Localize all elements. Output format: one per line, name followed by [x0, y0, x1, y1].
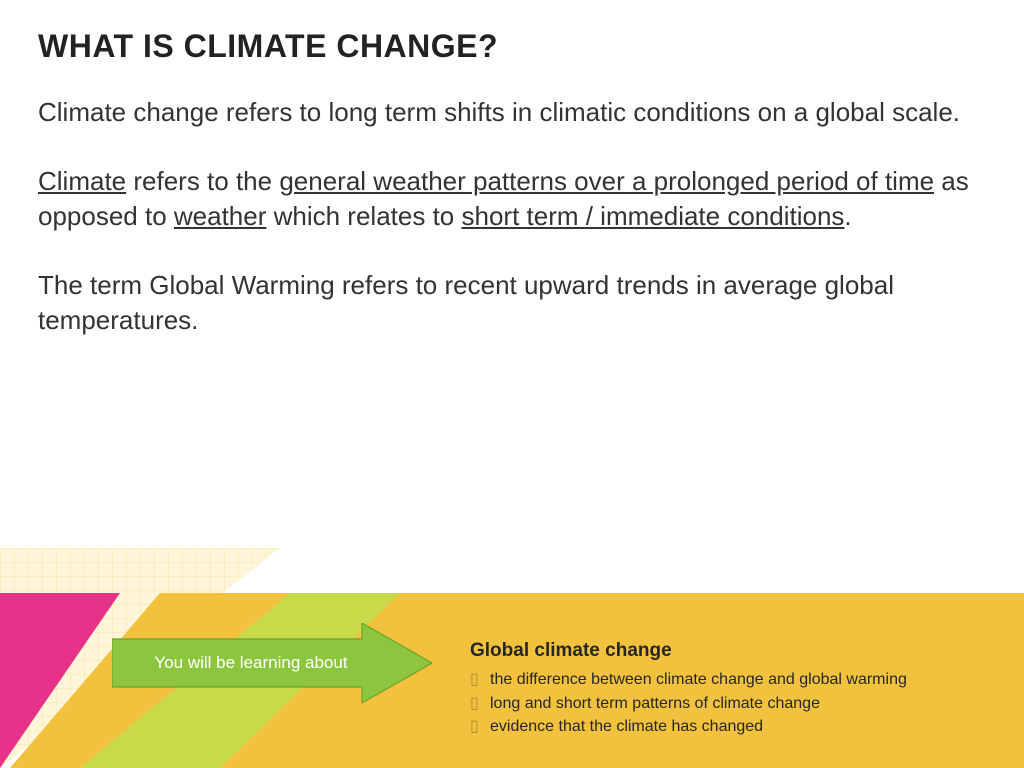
- p2-c: general weather patterns over a prolonge…: [279, 166, 934, 196]
- learning-bullet: ▯ the difference between climate change …: [470, 668, 980, 691]
- slide: WHAT IS CLIMATE CHANGE? Climate change r…: [0, 0, 1024, 768]
- bullet-icon: ▯: [470, 692, 484, 715]
- p2-b: refers to the: [126, 166, 279, 196]
- bullet-text: the difference between climate change an…: [490, 668, 907, 691]
- learning-arrow: You will be learning about: [112, 623, 432, 703]
- p2-f: which relates to: [266, 201, 461, 231]
- body-text: Climate change refers to long term shift…: [38, 95, 984, 338]
- bullet-text: long and short term patterns of climate …: [490, 692, 820, 715]
- p2-g: short term / immediate conditions: [461, 201, 844, 231]
- learning-objectives: Global climate change ▯ the difference b…: [470, 640, 980, 738]
- p2-e: weather: [174, 201, 267, 231]
- bullet-icon: ▯: [470, 668, 484, 691]
- bullet-icon: ▯: [470, 715, 484, 738]
- arrow-label: You will be learning about: [112, 623, 432, 703]
- p2-h: .: [844, 201, 851, 231]
- bullet-text: evidence that the climate has changed: [490, 715, 763, 738]
- learning-bullet: ▯ evidence that the climate has changed: [470, 715, 980, 738]
- content-area: WHAT IS CLIMATE CHANGE? Climate change r…: [38, 28, 984, 372]
- slide-title: WHAT IS CLIMATE CHANGE?: [38, 28, 984, 65]
- p2-a: Climate: [38, 166, 126, 196]
- learning-list: ▯ the difference between climate change …: [470, 668, 980, 738]
- paragraph-1: Climate change refers to long term shift…: [38, 95, 984, 130]
- paragraph-2: Climate refers to the general weather pa…: [38, 164, 984, 234]
- learning-bullet: ▯ long and short term patterns of climat…: [470, 692, 980, 715]
- paragraph-3: The term Global Warming refers to recent…: [38, 268, 984, 338]
- learning-heading: Global climate change: [470, 640, 980, 662]
